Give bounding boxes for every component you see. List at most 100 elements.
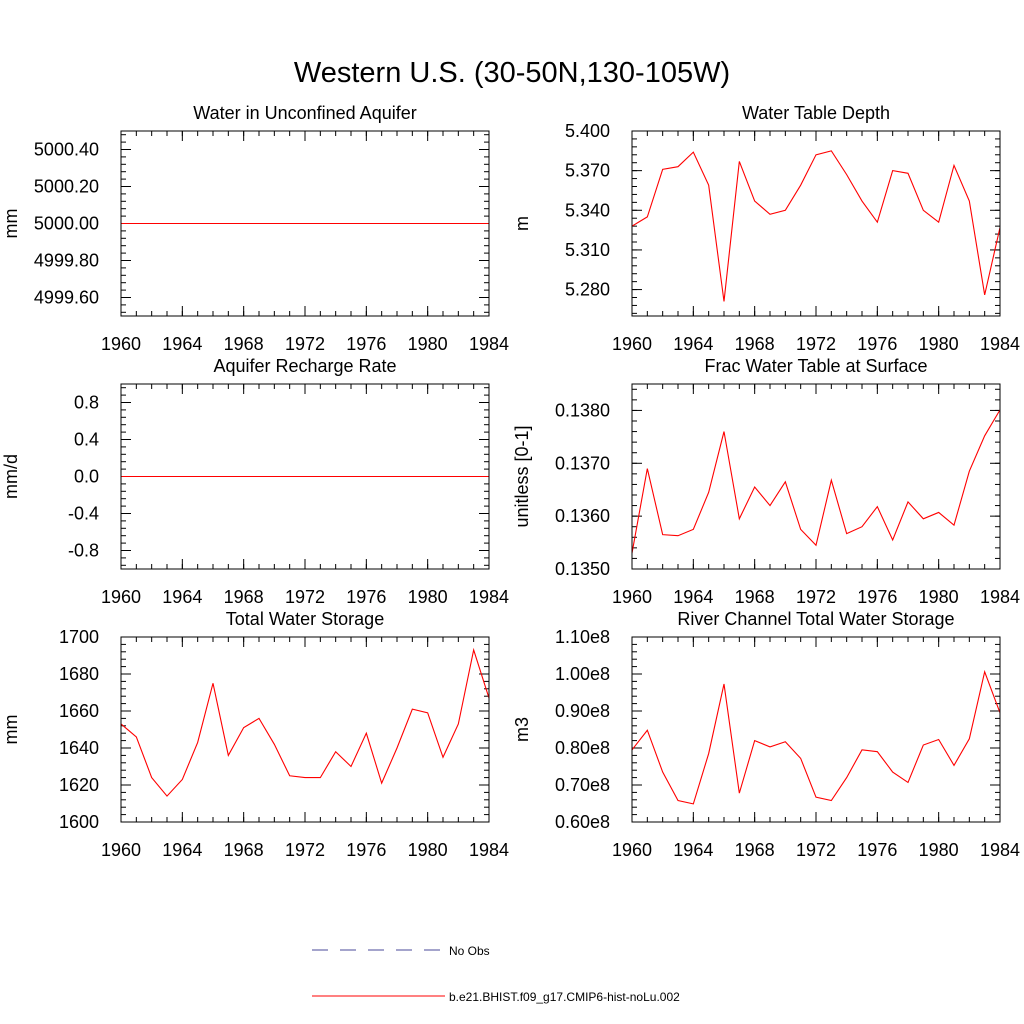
x-tick-label: 1980 [408,587,448,607]
legend: No Obs b.e21.BHIST.f09_g17.CMIP6-hist-no… [312,944,680,1004]
series-line-1 [631,409,1001,554]
x-tick-label: 1968 [224,840,264,860]
y-tick-label: 5000.20 [34,177,99,197]
x-tick-label: 1984 [469,587,509,607]
y-axis-label: mm [1,209,21,239]
x-tick-label: 1960 [101,840,141,860]
x-tick-label: 1984 [980,840,1020,860]
x-tick-label: 1984 [469,840,509,860]
y-tick-label: 4999.60 [34,288,99,308]
y-tick-label: 5000.40 [34,140,99,160]
chart-panel-4: Frac Water Table at Surface unitless [0-1… [512,356,1020,607]
chart-panel-5: Total Water Storage mm 1960 1964 1968 1972 197… [1,609,509,860]
y-tick-label: 0.1360 [555,506,610,526]
x-tick-label: 1980 [408,334,448,354]
y-tick-label: 4999.80 [34,251,99,271]
panel-title: Frac Water Table at Surface [704,356,927,376]
x-tick-label: 1972 [285,587,325,607]
x-tick-label: 1960 [101,587,141,607]
x-tick-label: 1984 [469,334,509,354]
x-tick-label: 1980 [919,334,959,354]
x-tick-label: 1980 [919,587,959,607]
y-tick-label: 0.4 [74,430,99,450]
y-tick-label: 1.00e8 [555,664,610,684]
y-tick-label: 1620 [59,775,99,795]
chart-panels: Water in Unconfined Aquifer mm 1960 1964 196… [1,103,1020,860]
y-axis-label: m3 [512,717,532,742]
y-tick-label: 5.370 [565,161,610,181]
x-tick-label: 1972 [285,334,325,354]
y-tick-label: 0.8 [74,393,99,413]
x-tick-label: 1976 [346,840,386,860]
y-tick-label: 1680 [59,664,99,684]
x-tick-label: 1964 [162,587,202,607]
y-axis-label: mm/d [1,454,21,499]
legend-label-no-obs: No Obs [449,944,490,958]
x-tick-label: 1968 [735,587,775,607]
y-tick-label: 5.280 [565,280,610,300]
x-tick-label: 1964 [162,334,202,354]
x-tick-label: 1968 [735,334,775,354]
x-tick-label: 1964 [162,840,202,860]
x-tick-label: 1976 [346,334,386,354]
y-tick-label: 0.70e8 [555,775,610,795]
x-tick-label: 1972 [796,334,836,354]
plot-frame [631,383,1001,570]
x-tick-label: 1976 [346,587,386,607]
y-tick-label: 1.10e8 [555,627,610,647]
y-tick-label: 0.60e8 [555,812,610,832]
x-tick-label: 1980 [408,840,448,860]
x-tick-label: 1976 [857,587,897,607]
series-line-1 [120,647,490,797]
y-tick-label: 1600 [59,812,99,832]
y-tick-label: 0.90e8 [555,701,610,721]
y-tick-label: 5000.00 [34,214,99,234]
chart-panel-1: Water in Unconfined Aquifer mm 1960 1964 196… [1,103,509,354]
y-tick-label: 1640 [59,738,99,758]
plot-frame [631,130,1001,317]
y-tick-label: 0.1380 [555,400,610,420]
y-tick-label: 5.340 [565,200,610,220]
series-line-1 [631,669,1001,805]
plot-frame [631,636,1001,823]
panel-title: Total Water Storage [226,609,384,629]
x-tick-label: 1976 [857,840,897,860]
panel-title: River Channel Total Water Storage [677,609,954,629]
y-tick-label: 5.400 [565,121,610,141]
x-tick-label: 1968 [224,587,264,607]
plot-frame [120,383,490,570]
chart-panel-6: River Channel Total Water Storage m3 1960 1… [512,609,1020,860]
panel-title: Water Table Depth [742,103,890,123]
y-tick-label: -0.8 [68,541,99,561]
panel-title: Water in Unconfined Aquifer [193,103,416,123]
x-tick-label: 1960 [101,334,141,354]
x-tick-label: 1976 [857,334,897,354]
y-tick-label: 5.310 [565,240,610,260]
chart-panel-2: Water Table Depth m 1960 1964 1968 1972 1976 19… [512,103,1020,354]
x-tick-label: 1960 [612,334,652,354]
y-axis-label: m [512,216,532,231]
plot-frame [120,636,490,823]
y-axis-label: mm [1,715,21,745]
panel-title: Aquifer Recharge Rate [213,356,396,376]
y-tick-label: 0.1350 [555,559,610,579]
y-tick-label: 1660 [59,701,99,721]
x-tick-label: 1960 [612,840,652,860]
x-tick-label: 1984 [980,334,1020,354]
series-line-1 [631,150,1001,302]
legend-label-model-run: b.e21.BHIST.f09_g17.CMIP6-hist-noLu.002 [449,990,680,1004]
x-tick-label: 1968 [224,334,264,354]
figure-title: Western U.S. (30-50N,130-105W) [294,57,730,89]
x-tick-label: 1980 [919,840,959,860]
x-tick-label: 1964 [673,587,713,607]
y-tick-label: 0.80e8 [555,738,610,758]
plot-frame [120,130,490,317]
x-tick-label: 1964 [673,334,713,354]
x-tick-label: 1964 [673,840,713,860]
chart-panel-3: Aquifer Recharge Rate mm/d 1960 1964 1968 197… [1,356,509,607]
x-tick-label: 1968 [735,840,775,860]
x-tick-label: 1972 [285,840,325,860]
y-tick-label: -0.4 [68,504,99,524]
x-tick-label: 1972 [796,840,836,860]
y-tick-label: 0.1370 [555,453,610,473]
